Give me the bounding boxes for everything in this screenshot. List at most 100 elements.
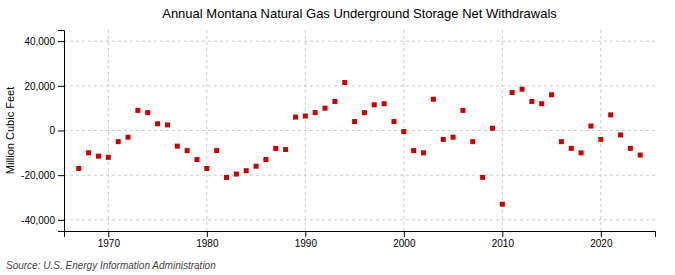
point — [490, 126, 495, 131]
tick-label: 40,000 — [24, 36, 55, 47]
grid — [64, 30, 655, 231]
tick-mark — [601, 231, 602, 237]
point — [165, 122, 170, 127]
tick: 0 — [49, 125, 64, 136]
point — [342, 80, 347, 85]
tick-label: 2020 — [590, 238, 613, 249]
point — [510, 90, 515, 95]
point — [529, 99, 534, 104]
point — [598, 137, 603, 142]
grid-line — [64, 175, 655, 176]
point — [263, 157, 268, 162]
point — [283, 147, 288, 152]
y-axis: -40,000 -20,000 0 20,000 40,000 — [21, 31, 64, 232]
point — [204, 166, 209, 171]
point — [106, 155, 111, 160]
point — [323, 106, 328, 111]
grid-line — [64, 41, 655, 42]
point — [313, 110, 318, 115]
point — [224, 175, 229, 180]
point — [155, 121, 160, 126]
point — [185, 148, 190, 153]
point — [96, 154, 101, 159]
point — [480, 175, 485, 180]
tick: 1990 — [295, 231, 318, 249]
point — [588, 124, 593, 129]
y-axis-label: Million Cubic Feet — [4, 87, 16, 174]
title: Annual Montana Natural Gas Underground S… — [162, 6, 557, 21]
tick: 2000 — [393, 231, 416, 249]
point — [451, 135, 456, 140]
point — [549, 92, 554, 97]
grid-line — [64, 85, 655, 86]
point — [608, 112, 613, 117]
tick: 40,000 — [24, 36, 64, 47]
tick-mark — [58, 86, 64, 87]
grid-line — [502, 30, 503, 231]
point — [372, 102, 377, 107]
x-axis: 1970 1980 1990 2000 2010 2020 — [65, 231, 656, 249]
point — [520, 87, 525, 92]
point — [254, 164, 259, 169]
points — [76, 80, 642, 207]
tick: 1970 — [98, 231, 121, 249]
tick: 1980 — [196, 231, 219, 249]
point — [569, 146, 574, 151]
point — [470, 139, 475, 144]
grid-line — [64, 130, 655, 131]
point — [234, 172, 239, 177]
point — [352, 119, 357, 124]
point — [391, 119, 396, 124]
point — [441, 137, 446, 142]
point — [86, 150, 91, 155]
point — [332, 99, 337, 104]
point — [126, 135, 131, 140]
point — [244, 168, 249, 173]
point — [411, 148, 416, 153]
point — [460, 108, 465, 113]
point — [539, 101, 544, 106]
tick-label: 20,000 — [24, 81, 55, 92]
tick: -20,000 — [21, 170, 64, 181]
point — [362, 110, 367, 115]
point — [214, 148, 219, 153]
point — [303, 113, 308, 118]
point — [500, 202, 505, 207]
point — [431, 97, 436, 102]
tick-label: 1970 — [98, 238, 121, 249]
point — [175, 144, 180, 149]
point — [618, 132, 623, 137]
tick: 20,000 — [24, 81, 64, 92]
grid-line — [206, 30, 207, 231]
point — [135, 108, 140, 113]
tick-mark — [207, 231, 208, 237]
axis-line — [65, 232, 656, 238]
tick-mark — [404, 231, 405, 237]
tick-label: 1980 — [196, 238, 219, 249]
point — [145, 110, 150, 115]
point — [116, 139, 121, 144]
point — [273, 146, 278, 151]
tick: 2010 — [492, 231, 515, 249]
point — [628, 146, 633, 151]
point — [76, 166, 81, 171]
tick-label: -40,000 — [21, 215, 55, 226]
grid-line — [64, 219, 655, 220]
point — [194, 157, 199, 162]
annotation: Source: U.S. Energy Information Administ… — [6, 260, 216, 271]
tick-mark — [58, 175, 64, 176]
point — [382, 101, 387, 106]
point — [293, 115, 298, 120]
chart-container: 1970 1980 1990 2000 2010 2020 -40,000 -20,000 0 2… — [0, 0, 675, 275]
tick: -40,000 — [21, 215, 64, 226]
grid-line — [305, 30, 306, 231]
tick-label: 1990 — [295, 238, 318, 249]
point — [401, 129, 406, 134]
tick-mark — [58, 220, 64, 221]
tick-mark — [108, 231, 109, 237]
tick: 2020 — [590, 231, 613, 249]
tick-label: 2010 — [492, 238, 515, 249]
tick-mark — [305, 231, 306, 237]
point — [421, 150, 426, 155]
chart: 1970 1980 1990 2000 2010 2020 -40,000 -20,000 0 2… — [0, 0, 675, 275]
